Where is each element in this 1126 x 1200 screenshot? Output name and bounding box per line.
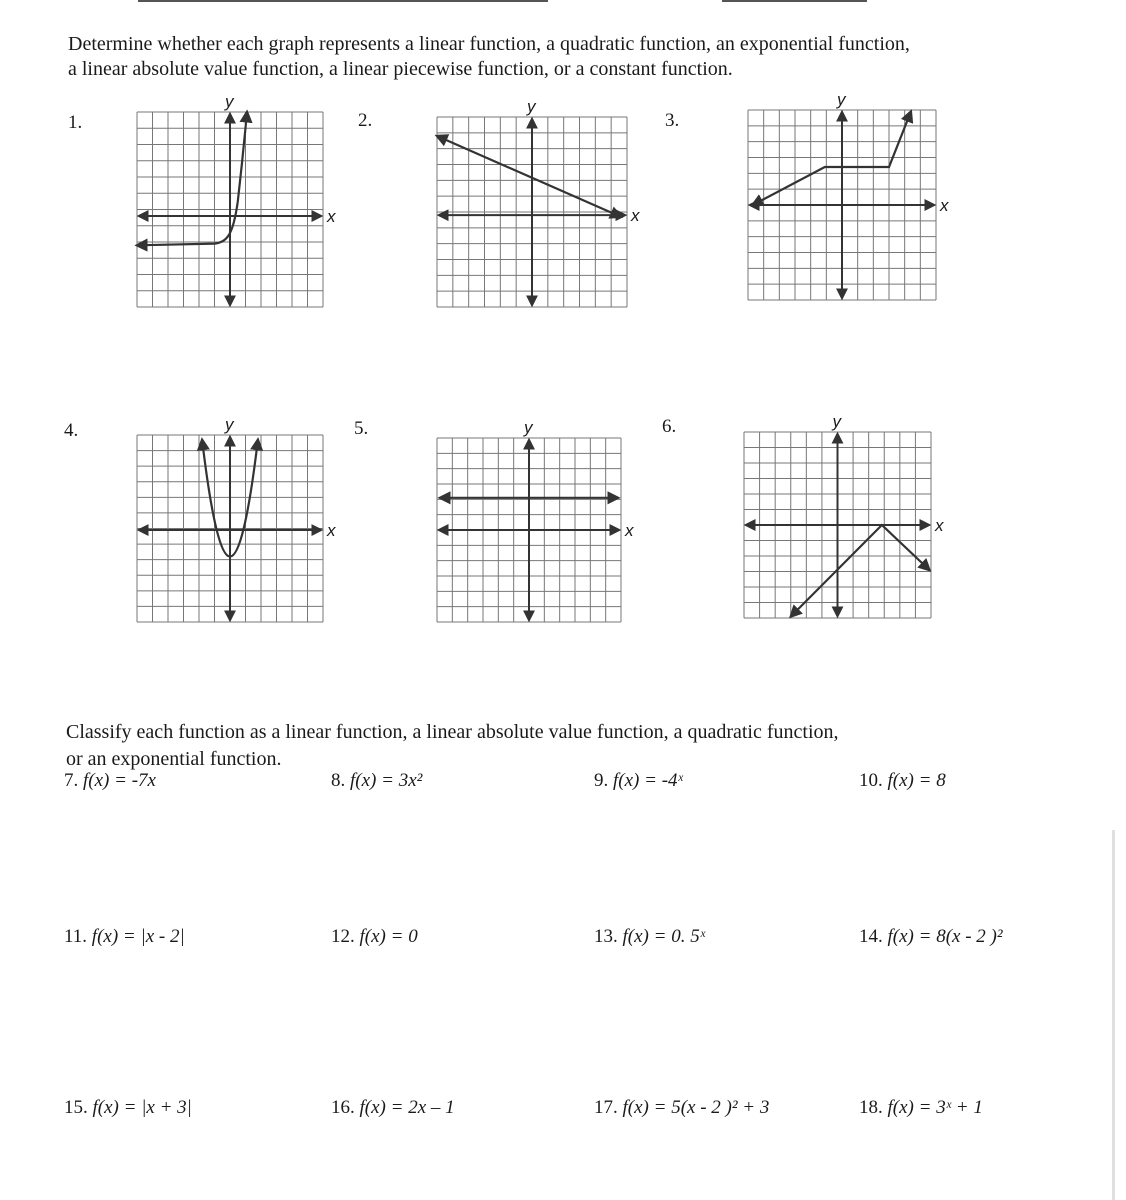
problem-16: 16. f(x) = 2x – 1 xyxy=(331,1097,455,1119)
y-axis-label: y xyxy=(225,92,234,111)
problem-7: 7. f(x) = -7x xyxy=(64,770,156,792)
problem-expression: f(x) = |x - 2| xyxy=(91,926,185,947)
y-axis-label: y xyxy=(524,418,533,437)
y-axis-label: y xyxy=(837,90,846,109)
problem-expression: f(x) = 8(x - 2 )² xyxy=(887,926,1003,947)
problem-expression: f(x) = 5(x - 2 )² + 3 xyxy=(622,1097,770,1118)
instructions-2b: or an exponential function. xyxy=(66,748,282,770)
problem-14: 14. f(x) = 8(x - 2 )² xyxy=(859,926,1003,948)
problem-expression: f(x) = 3ˣ + 1 xyxy=(887,1097,983,1118)
problem-11: 11. f(x) = |x - 2| xyxy=(64,926,185,948)
problem-8: 8. f(x) = 3x² xyxy=(331,770,422,792)
function-curve xyxy=(134,109,253,252)
x-axis-label: x xyxy=(631,206,640,226)
problem-number: 9. xyxy=(594,770,609,791)
coordinate-grid-2 xyxy=(434,116,628,308)
function-curve xyxy=(196,437,264,558)
graph-number: 1. xyxy=(68,112,83,133)
problem-expression: f(x) = 3x² xyxy=(350,770,423,791)
problem-expression: f(x) = 0. 5ˣ xyxy=(622,926,706,947)
problem-number: 10. xyxy=(859,770,883,791)
graph-number: 6. xyxy=(662,416,677,437)
problem-9: 9. f(x) = -4ˣ xyxy=(594,770,683,792)
instructions-1a: Determine whether each graph represents … xyxy=(68,33,910,55)
instructions-2a: Classify each function as a linear funct… xyxy=(66,721,839,743)
coordinate-grid-6 xyxy=(743,431,932,619)
graph-number: 2. xyxy=(358,110,373,131)
page-edge xyxy=(1112,830,1115,1200)
function-curve xyxy=(434,134,624,219)
problem-13: 13. f(x) = 0. 5ˣ xyxy=(594,926,705,948)
problem-expression: f(x) = 8 xyxy=(887,770,946,791)
x-axis-label: x xyxy=(327,521,336,541)
problem-number: 14. xyxy=(859,926,883,947)
function-curve xyxy=(788,523,932,619)
problem-10: 10. f(x) = 8 xyxy=(859,770,946,792)
problem-number: 8. xyxy=(331,770,346,791)
x-axis-label: x xyxy=(625,521,634,540)
function-curve xyxy=(750,109,914,207)
date-line xyxy=(722,0,867,2)
problem-number: 16. xyxy=(331,1097,355,1118)
graph-number: 4. xyxy=(64,420,79,441)
problem-number: 15. xyxy=(64,1097,88,1118)
problem-expression: f(x) = |x + 3| xyxy=(92,1097,192,1118)
x-axis-label: x xyxy=(940,196,949,215)
problem-17: 17. f(x) = 5(x - 2 )² + 3 xyxy=(594,1097,769,1119)
y-axis-label: y xyxy=(832,412,842,431)
coordinate-grid-3 xyxy=(747,109,937,301)
name-line xyxy=(138,0,548,2)
x-axis-label: x xyxy=(935,516,944,535)
coordinate-grid-4 xyxy=(136,434,324,623)
y-axis-label: y xyxy=(527,97,536,116)
problem-15: 15. f(x) = |x + 3| xyxy=(64,1097,192,1119)
problem-expression: f(x) = -4ˣ xyxy=(613,770,683,791)
problem-12: 12. f(x) = 0 xyxy=(331,926,418,948)
problem-number: 17. xyxy=(594,1097,618,1118)
coordinate-grid-5 xyxy=(436,437,622,623)
y-axis-label: y xyxy=(225,415,234,434)
problem-number: 13. xyxy=(594,926,618,947)
problem-expression: f(x) = -7x xyxy=(83,770,156,791)
coordinate-grid-1 xyxy=(134,109,324,308)
graph-number: 5. xyxy=(354,418,369,439)
graph-number: 3. xyxy=(665,110,680,131)
instructions-1b: a linear absolute value function, a line… xyxy=(68,58,733,80)
problem-number: 12. xyxy=(331,926,355,947)
problem-number: 18. xyxy=(859,1097,883,1118)
x-axis-label: x xyxy=(327,207,336,226)
problem-number: 7. xyxy=(64,770,79,791)
problem-expression: f(x) = 2x – 1 xyxy=(359,1097,455,1118)
problem-18: 18. f(x) = 3ˣ + 1 xyxy=(859,1097,983,1119)
problem-expression: f(x) = 0 xyxy=(359,926,418,947)
problem-number: 11. xyxy=(64,926,88,947)
